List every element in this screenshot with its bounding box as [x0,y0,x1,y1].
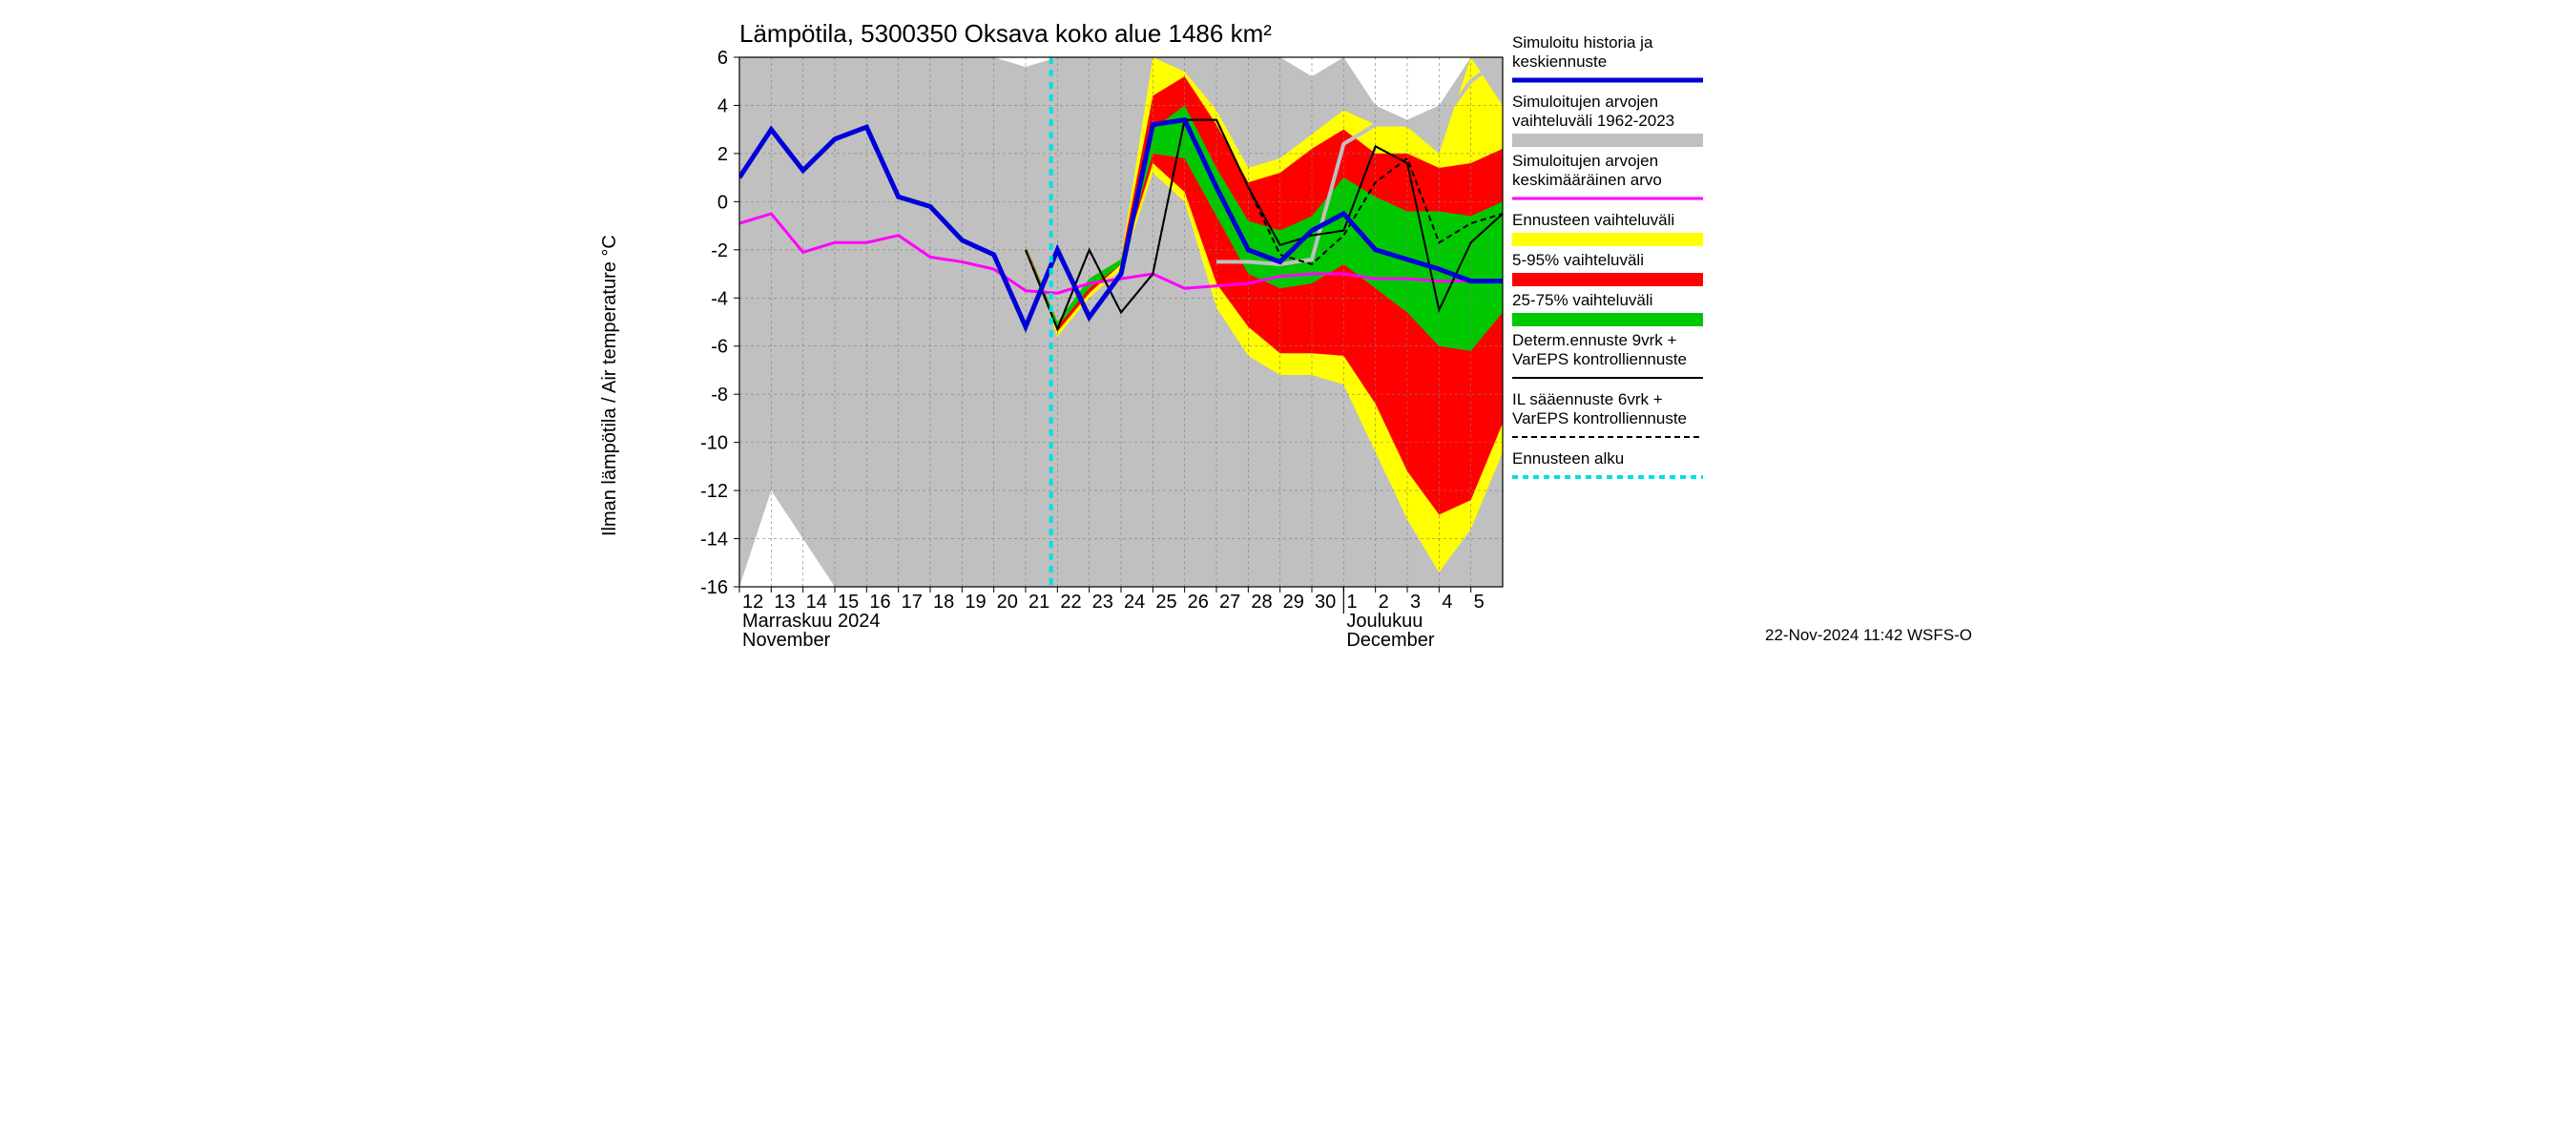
legend-label: keskiennuste [1512,52,1607,71]
x-tick-label: 22 [1060,592,1081,613]
x-tick-label: 27 [1219,592,1240,613]
x-tick-label: 20 [997,592,1018,613]
y-tick-label: 4 [717,95,728,116]
x-tick-label: 28 [1251,592,1272,613]
x-tick-label: 26 [1188,592,1209,613]
legend-label: keskimääräinen arvo [1512,171,1662,189]
x-tick-label: 16 [869,592,890,613]
legend-swatch [1512,313,1703,326]
legend-label: 5-95% vaihteluväli [1512,251,1644,269]
x-tick-label: 1 [1346,592,1357,613]
legend-label: Simuloitu historia ja [1512,33,1653,52]
x-tick-label: 19 [965,592,986,613]
x-tick-label: 12 [742,592,763,613]
chart-container: { "title": "Lämpötila, 5300350 Oksava ko… [572,0,2004,668]
y-tick-label: -14 [700,530,728,551]
legend-label: 25-75% vaihteluväli [1512,291,1652,309]
x-tick-label: 14 [806,592,827,613]
legend-label: Simuloitujen arvojen [1512,93,1658,111]
legend-label: Simuloitujen arvojen [1512,152,1658,170]
timestamp-label: 22-Nov-2024 11:42 WSFS-O [1765,626,1972,644]
y-tick-label: 6 [717,48,728,69]
y-tick-label: 0 [717,192,728,213]
x-tick-label: 18 [933,592,954,613]
x-tick-label: 23 [1092,592,1113,613]
legend-swatch [1512,273,1703,286]
month1-label1: Marraskuu 2024 [742,611,881,632]
x-tick-label: 15 [838,592,859,613]
legend-label: vaihteluväli 1962-2023 [1512,112,1674,130]
legend-swatch [1512,134,1703,147]
x-tick-label: 24 [1124,592,1145,613]
y-tick-label: -8 [711,385,728,406]
legend-label: VarEPS kontrolliennuste [1512,409,1687,427]
y-tick-label: -2 [711,240,728,261]
plot-content [739,57,1503,587]
month2-label1: Joulukuu [1346,611,1423,632]
y-tick-label: -6 [711,337,728,358]
legend-label: IL sääennuste 6vrk + [1512,390,1663,408]
legend-label: VarEPS kontrolliennuste [1512,350,1687,368]
chart-title: Lämpötila, 5300350 Oksava koko alue 1486… [739,19,1272,48]
x-tick-label: 5 [1474,592,1485,613]
x-tick-label: 13 [774,592,795,613]
legend-label: Ennusteen vaihteluväli [1512,211,1674,229]
month1-label2: November [742,630,831,651]
x-tick-label: 2 [1379,592,1389,613]
x-tick-label: 29 [1283,592,1304,613]
y-tick-label: -16 [700,577,728,598]
x-tick-label: 25 [1155,592,1176,613]
legend-label: Ennusteen alku [1512,449,1624,468]
y-axis-label: Ilman lämpötila / Air temperature °C [599,235,620,536]
month2-label2: December [1346,630,1435,651]
temperature-chart: Lämpötila, 5300350 Oksava koko alue 1486… [572,0,2004,668]
x-tick-label: 3 [1410,592,1421,613]
legend-label: Determ.ennuste 9vrk + [1512,331,1677,349]
y-tick-label: -12 [700,481,728,502]
y-tick-label: 2 [717,144,728,165]
x-tick-label: 30 [1315,592,1336,613]
x-tick-label: 4 [1442,592,1452,613]
y-tick-label: -4 [711,288,728,309]
x-tick-label: 21 [1028,592,1049,613]
y-tick-label: -10 [700,433,728,454]
legend-swatch [1512,233,1703,246]
x-tick-label: 17 [902,592,923,613]
